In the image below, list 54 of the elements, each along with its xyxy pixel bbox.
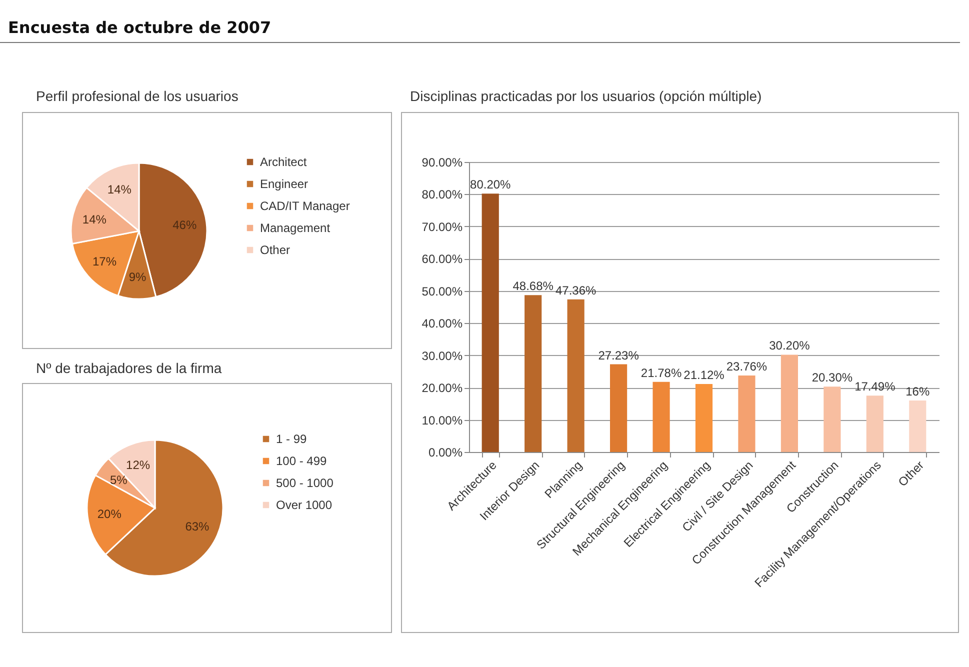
data-label: 30.20% <box>769 338 810 353</box>
data-label: 21.12% <box>684 368 725 382</box>
legend-label: Architect <box>260 154 307 168</box>
y-tick-label: 40.00% <box>422 316 463 331</box>
chart-title: Disciplinas practicadas por los usuarios (opción múltiple) <box>410 88 762 104</box>
data-label: 16% <box>906 384 930 398</box>
y-tick-label: 80.00% <box>422 188 463 202</box>
y-tick-label: 30.00% <box>422 348 463 363</box>
y-tick-label: 20.00% <box>422 381 463 396</box>
legend-label: 500 - 1000 <box>276 476 334 490</box>
data-label: 63% <box>185 519 210 534</box>
data-label: 17.49% <box>854 380 896 394</box>
legend-label: Management <box>260 220 330 234</box>
data-label: 12% <box>126 458 150 472</box>
bar <box>695 384 713 452</box>
data-label: 20.30% <box>812 370 853 385</box>
y-tick-label: 70.00% <box>422 220 463 234</box>
data-label: 9% <box>128 269 146 284</box>
data-label: 46% <box>172 218 196 232</box>
y-tick-label: 50.00% <box>422 284 463 298</box>
data-label: 20% <box>97 506 122 521</box>
legend-label: CAD/IT Manager <box>260 198 350 212</box>
chart-title: Nº de trabajadores de la firma <box>36 360 222 376</box>
bar <box>866 396 884 452</box>
legend-label: Engineer <box>260 176 308 190</box>
data-label: 80.20% <box>470 178 512 192</box>
data-label: 14% <box>106 182 132 196</box>
data-label: 5% <box>110 472 128 487</box>
y-tick-label: 10.00% <box>422 413 463 428</box>
bar <box>824 386 841 452</box>
chart-title: Encuesta de octubre de 2007 <box>8 18 272 37</box>
bar <box>780 354 798 452</box>
y-tick-label: 90.00% <box>422 156 463 170</box>
bar <box>652 382 670 452</box>
bar <box>909 400 926 452</box>
legend-label: Over 1000 <box>276 498 332 512</box>
data-label: 17% <box>92 254 116 268</box>
legend-label: Other <box>260 242 290 256</box>
y-tick-label: 0.00% <box>428 446 463 460</box>
data-label: 48.68% <box>512 279 554 294</box>
bar <box>738 375 756 452</box>
chart-subtitle: Perfil profesional de los usuarios <box>36 88 238 104</box>
data-label: 23.76% <box>726 359 768 374</box>
bar <box>482 194 499 452</box>
data-label: 27.23% <box>598 348 640 362</box>
data-label: 14% <box>82 212 106 226</box>
data-label: 21.78% <box>640 366 682 380</box>
bar <box>567 299 584 452</box>
data-label: 47.36% <box>555 283 596 298</box>
legend-label: 100 - 499 <box>276 454 328 468</box>
y-tick-label: 60.00% <box>422 252 463 266</box>
bar <box>524 295 542 452</box>
legend-label: 1 - 99 <box>276 432 308 446</box>
bar <box>610 364 628 452</box>
